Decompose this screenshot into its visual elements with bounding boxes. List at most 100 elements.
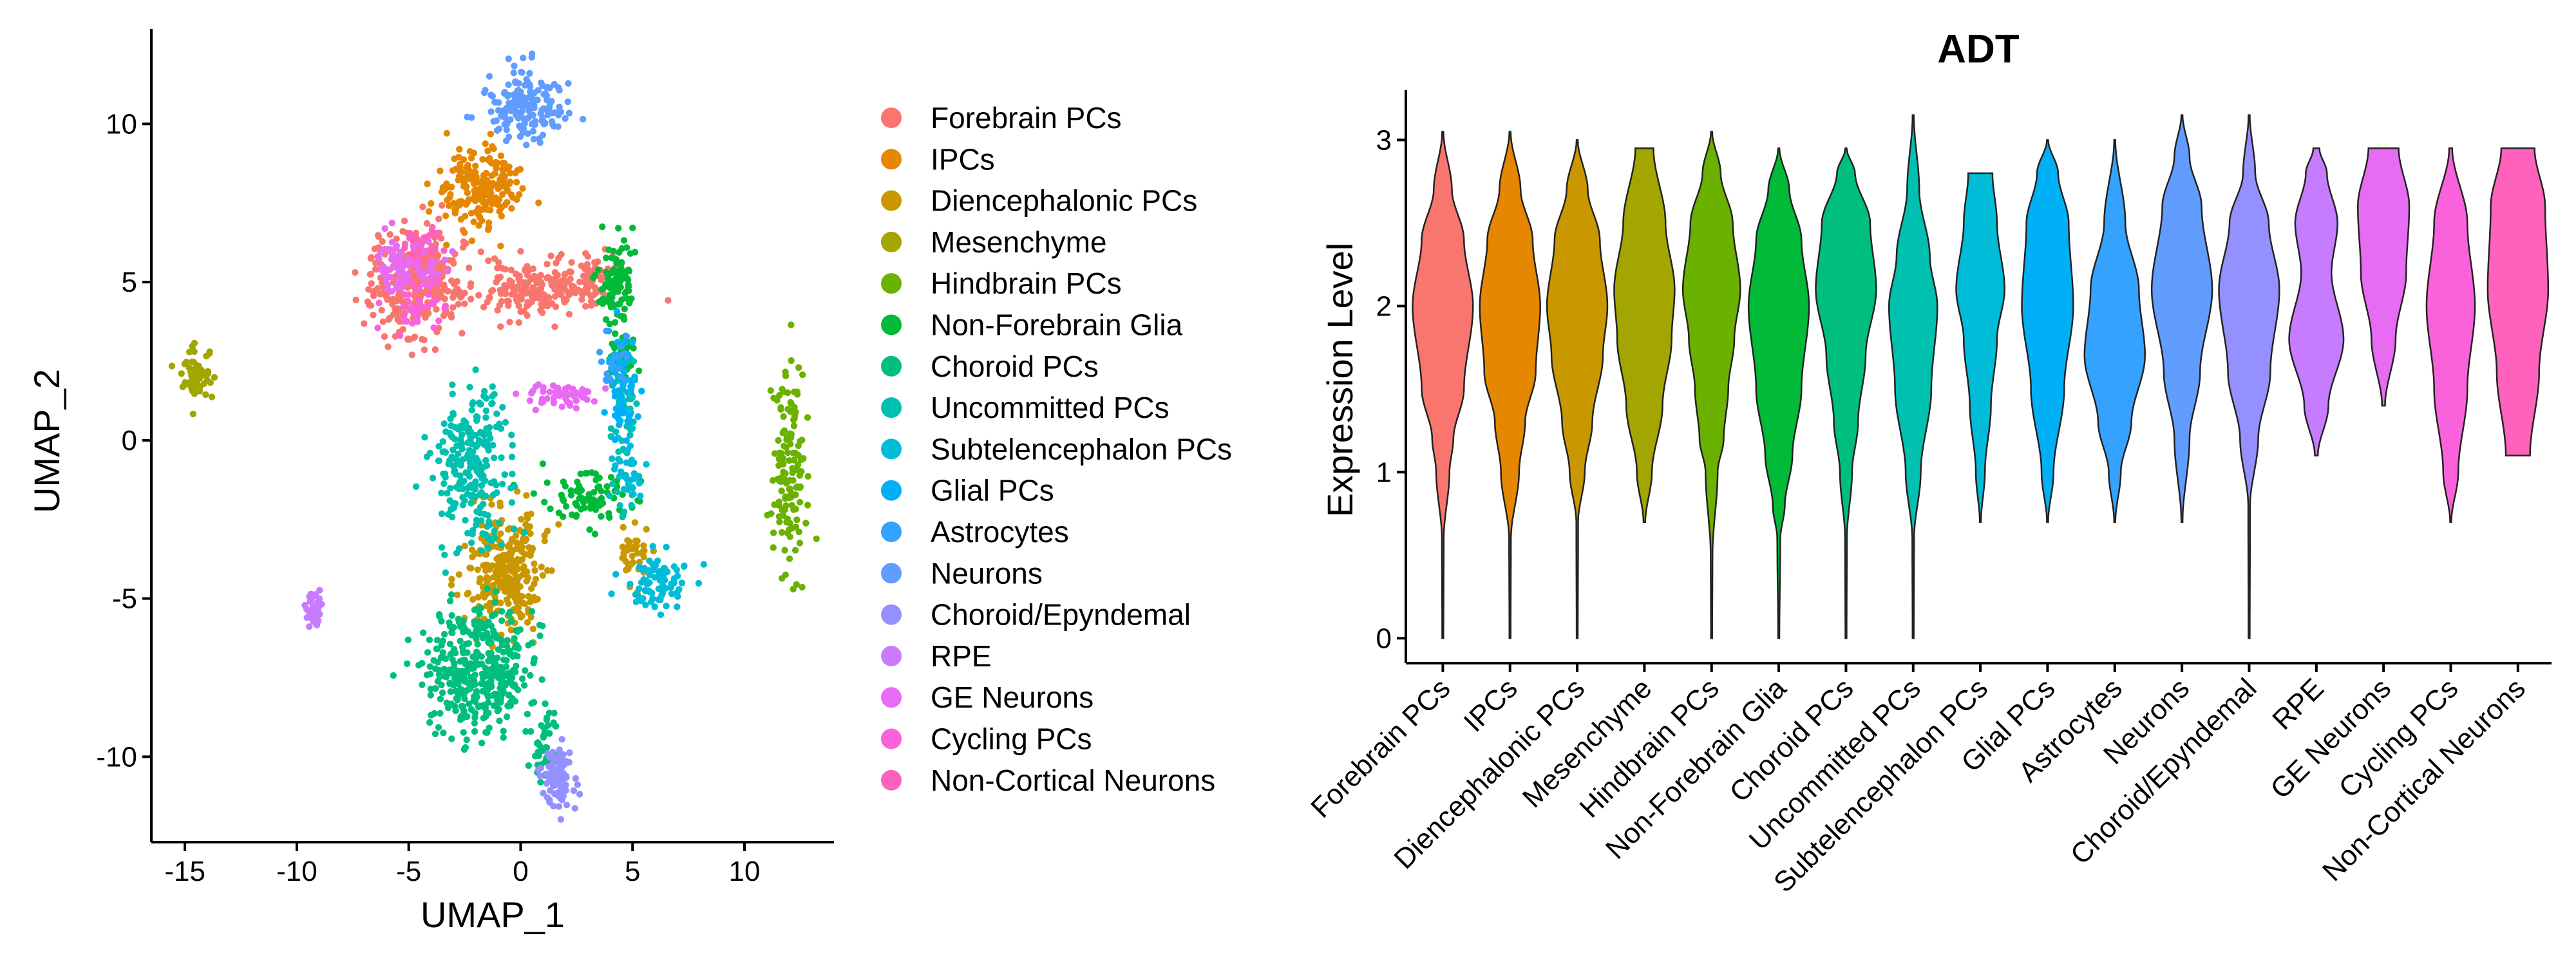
umap-point [654, 557, 661, 565]
umap-point [464, 589, 472, 597]
violin-shape [1613, 147, 1676, 523]
umap-point [462, 201, 469, 208]
umap-point [551, 323, 558, 330]
umap-point [466, 685, 473, 693]
violin-shape [1681, 131, 1741, 639]
umap-point [616, 408, 623, 415]
umap-point [189, 410, 196, 418]
umap-point [499, 191, 506, 198]
umap-point [528, 120, 536, 127]
umap-point [484, 544, 491, 551]
umap-point [506, 611, 513, 618]
umap-point [629, 552, 636, 560]
umap-point [529, 127, 537, 135]
umap-point [529, 111, 536, 119]
umap-point [564, 98, 571, 106]
umap-point [499, 165, 506, 173]
umap-point [562, 483, 569, 490]
umap-point [408, 304, 415, 311]
umap-point [470, 697, 477, 704]
umap-x-tick-label: 0 [513, 856, 528, 887]
umap-point [459, 502, 467, 509]
umap-point [556, 392, 563, 399]
umap-point [189, 343, 196, 350]
umap-point [550, 767, 557, 775]
umap-point [480, 590, 487, 597]
umap-point [438, 510, 446, 518]
umap-point [486, 430, 493, 437]
umap-point [661, 565, 668, 572]
umap-point [489, 442, 497, 449]
umap-point [563, 296, 570, 303]
umap-point [480, 174, 488, 182]
umap-point [469, 596, 477, 603]
umap-point [352, 269, 359, 276]
umap-point [620, 523, 627, 531]
umap-point [486, 565, 493, 572]
umap-point [563, 802, 571, 809]
umap-point [444, 704, 452, 711]
umap-point [440, 420, 448, 428]
umap-point [419, 203, 426, 211]
umap-point [480, 89, 488, 97]
umap-point [473, 413, 480, 420]
umap-point [401, 217, 408, 225]
umap-point [522, 728, 529, 735]
umap-point [404, 636, 412, 643]
umap-point [639, 595, 647, 602]
umap-point [426, 282, 433, 290]
umap-point [601, 409, 608, 416]
umap-point [420, 275, 427, 282]
umap-point [602, 385, 609, 392]
umap-point [627, 431, 634, 439]
umap-point [503, 713, 511, 720]
umap-point [578, 296, 585, 303]
umap-point [524, 710, 531, 718]
umap-point [788, 434, 795, 441]
umap-point [509, 442, 516, 449]
umap-point [560, 277, 567, 284]
umap-x-tick-label: -5 [396, 856, 421, 887]
legend-label: Diencephalonic PCs [931, 184, 1197, 218]
umap-point [528, 89, 535, 97]
umap-point [596, 496, 603, 503]
umap-point [523, 142, 530, 149]
umap-point [632, 542, 639, 549]
umap-point [486, 521, 493, 529]
umap-point [530, 490, 537, 497]
umap-point [444, 287, 451, 295]
umap-point [424, 649, 431, 656]
umap-point [598, 513, 605, 520]
umap-point [484, 206, 491, 213]
umap-point [370, 312, 377, 319]
umap-point [775, 437, 782, 444]
umap-point [522, 550, 529, 558]
umap-point [623, 459, 630, 466]
umap-point [523, 578, 530, 585]
umap-point [512, 573, 520, 580]
umap-point [514, 488, 521, 495]
umap-point [401, 244, 408, 252]
umap-point [523, 492, 530, 499]
umap-point [427, 274, 434, 281]
umap-point [649, 567, 656, 574]
umap-point [489, 143, 496, 150]
umap-point [795, 364, 802, 372]
umap-point [481, 621, 489, 628]
umap-point [553, 778, 560, 786]
legend-label: Non-Cortical Neurons [931, 764, 1215, 797]
umap-point [795, 451, 802, 459]
umap-point [375, 255, 383, 262]
umap-point [637, 493, 644, 500]
umap-point [403, 660, 411, 668]
umap-point [196, 388, 204, 395]
umap-point [431, 346, 439, 353]
legend-swatch [881, 480, 902, 501]
umap-point [813, 535, 820, 542]
umap-point [538, 563, 545, 570]
umap-point [434, 264, 441, 272]
umap-point [793, 483, 801, 490]
umap-point [448, 623, 455, 630]
umap-point [781, 547, 788, 554]
